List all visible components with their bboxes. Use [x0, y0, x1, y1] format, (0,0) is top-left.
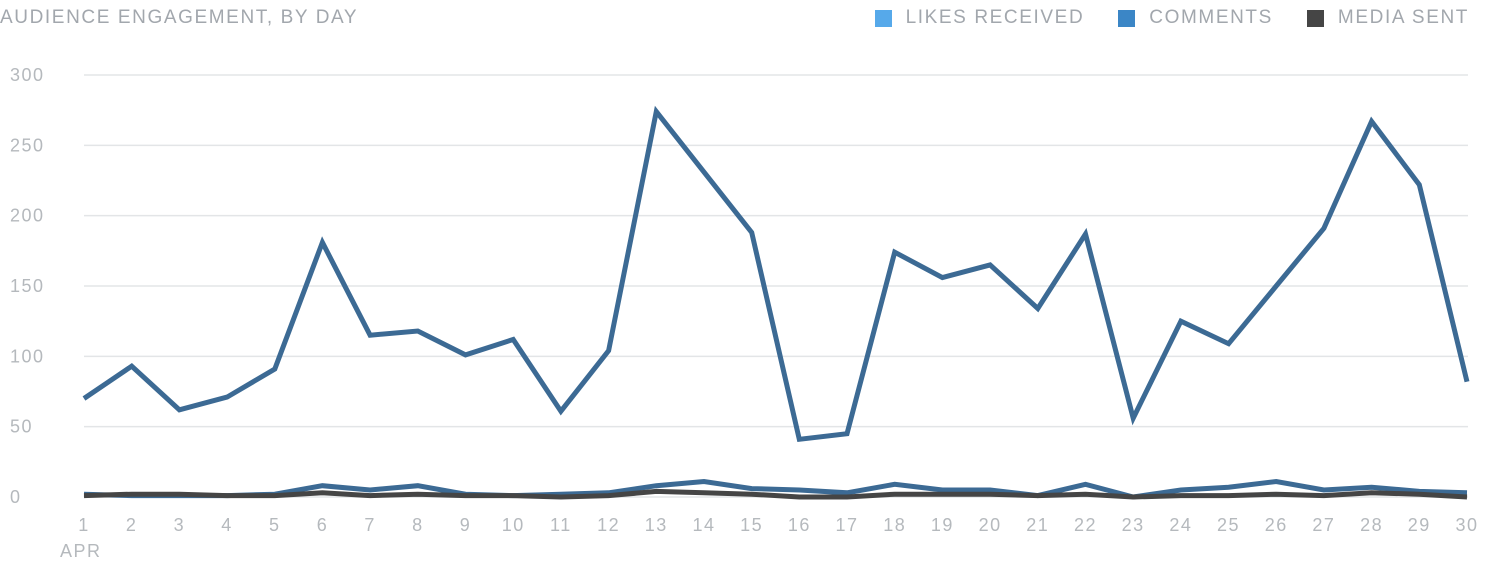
x-tick-label: 3	[174, 515, 186, 535]
x-tick-label: 14	[692, 515, 715, 535]
x-tick-label: 30	[1455, 515, 1478, 535]
legend-swatch-media	[1306, 9, 1324, 27]
x-tick-label: 18	[883, 515, 906, 535]
x-tick-label: 22	[1074, 515, 1097, 535]
x-tick-label: 20	[979, 515, 1002, 535]
y-tick-label: 150	[10, 276, 45, 296]
x-tick-label: 19	[931, 515, 954, 535]
legend-swatch-likes	[874, 9, 892, 27]
x-tick-label: 15	[740, 515, 763, 535]
y-tick-label: 250	[10, 135, 45, 155]
legend-item-likes-received[interactable]: LIKES RECEIVED	[874, 7, 1085, 29]
x-tick-label: 26	[1265, 515, 1288, 535]
y-tick-label: 50	[10, 417, 33, 437]
y-tick-label: 200	[10, 206, 45, 226]
series-lines	[82, 105, 1470, 500]
x-tick-label: 12	[597, 515, 620, 535]
y-tick-label: 100	[10, 346, 45, 366]
series-line-media-sent[interactable]	[83, 488, 1468, 500]
x-month-label: APR	[60, 541, 102, 561]
x-tick-label: 28	[1360, 515, 1383, 535]
x-tick-label: 5	[269, 515, 281, 535]
x-tick-label: 4	[221, 515, 233, 535]
x-tick-label: 11	[550, 515, 572, 535]
x-tick-label: 24	[1169, 515, 1192, 535]
x-tick-label: 17	[836, 515, 859, 535]
legend-label-likes: LIKES RECEIVED	[905, 7, 1085, 28]
legend-label-comments: COMMENTS	[1149, 7, 1273, 28]
legend-label-media: MEDIA SENT	[1337, 7, 1469, 28]
x-tick-label: 10	[502, 515, 525, 535]
x-tick-label: 8	[412, 515, 424, 535]
x-tick-label: 23	[1122, 515, 1145, 535]
y-tick-label: 0	[10, 487, 22, 507]
x-tick-label: 16	[788, 515, 811, 535]
x-axis-ticks: 1 2 3 4 5 6 7 8 9 10 11 12 13 14 15 16 17 18 19 20 21 22 23 24 2…	[60, 515, 1478, 561]
chart-title: AUDIENCE ENGAGEMENT, BY DAY	[0, 7, 359, 28]
x-tick-label: 21	[1026, 515, 1049, 535]
legend-item-comments[interactable]: COMMENTS	[1118, 7, 1273, 29]
series-line-comments[interactable]	[83, 478, 1468, 500]
x-tick-label: 2	[126, 515, 138, 535]
x-tick-label: 29	[1408, 515, 1431, 535]
x-tick-label: 6	[317, 515, 329, 535]
x-tick-label: 1	[78, 515, 90, 535]
x-tick-label: 7	[364, 515, 376, 535]
chart-legend: LIKES RECEIVED COMMENTS MEDIA SENT	[874, 7, 1469, 29]
y-axis-ticks: 0 50 100 150 200 250 300	[10, 65, 45, 507]
legend-swatch-comments	[1118, 9, 1136, 27]
x-tick-label: 13	[645, 515, 668, 535]
series-line-likes-received[interactable]	[82, 105, 1470, 443]
legend-item-media-sent[interactable]: MEDIA SENT	[1306, 7, 1469, 29]
x-tick-label: 25	[1217, 515, 1240, 535]
y-tick-label: 300	[10, 65, 45, 85]
x-tick-label: 27	[1312, 515, 1335, 535]
x-tick-label: 9	[460, 515, 472, 535]
grid-lines	[84, 74, 1468, 498]
